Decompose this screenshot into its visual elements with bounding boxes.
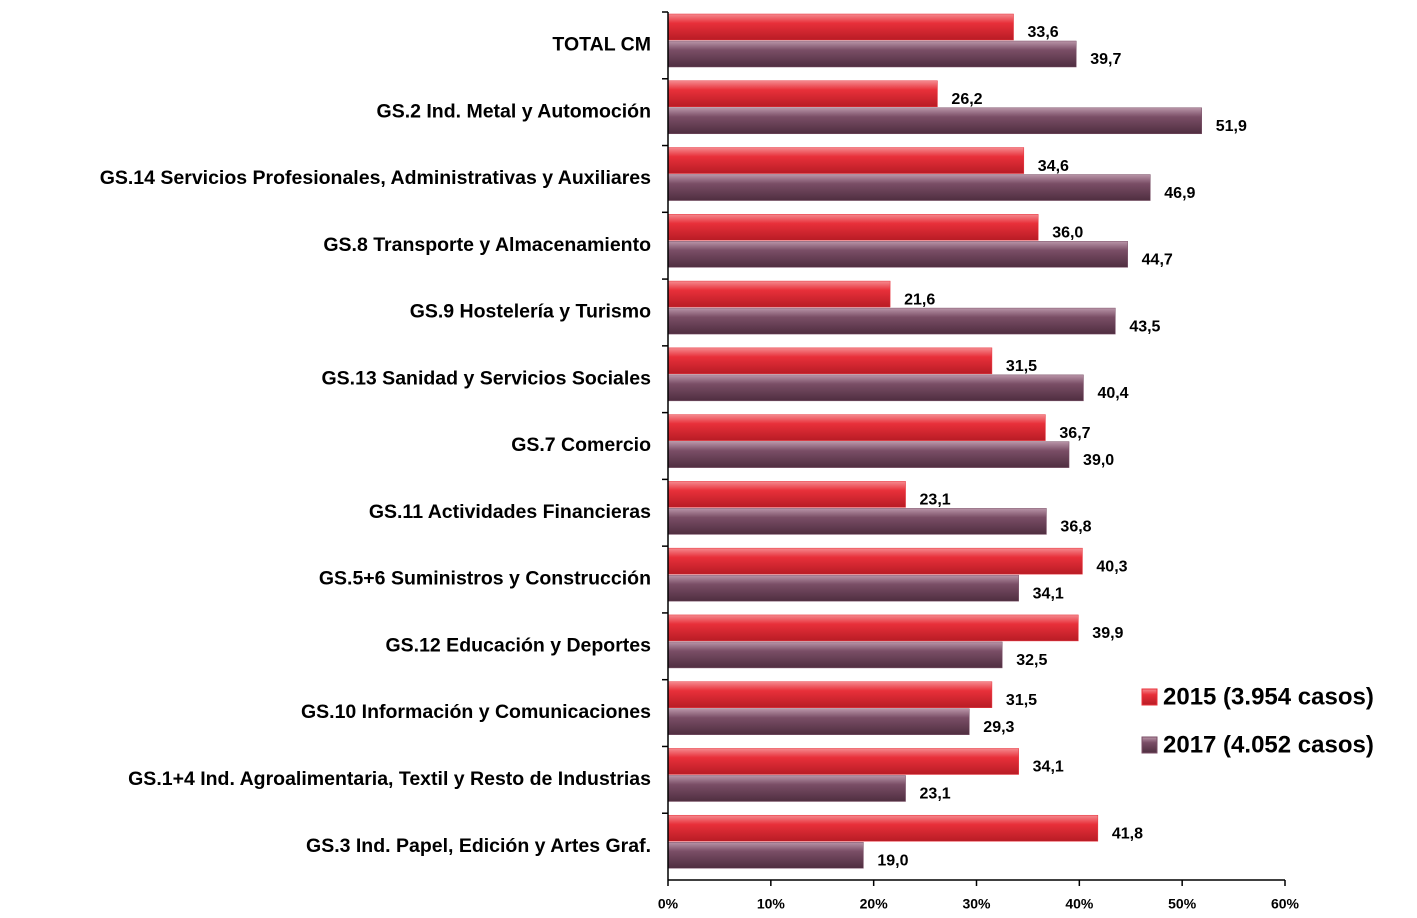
value-label: 23,1 [920, 786, 951, 803]
value-label: 21,6 [904, 291, 935, 308]
bar [667, 40, 1077, 68]
value-label: 23,1 [920, 492, 951, 509]
value-label: 34,1 [1033, 759, 1064, 776]
bar [667, 374, 1084, 402]
value-label: 31,5 [1006, 692, 1037, 709]
value-label: 51,9 [1216, 118, 1247, 135]
category-label: GS.11 Actividades Financieras [369, 501, 651, 523]
x-tick-label: 40% [1065, 896, 1094, 912]
value-label: 41,8 [1112, 825, 1143, 842]
category-label: GS.9 Hostelería y Turismo [410, 301, 651, 323]
bar [667, 241, 1128, 268]
category-label: GS.8 Transporte y Almacenamiento [323, 234, 651, 256]
bar [667, 107, 1202, 135]
value-label: 36,7 [1059, 425, 1090, 442]
x-tick-label: 60% [1271, 896, 1300, 912]
bar [667, 641, 1003, 669]
value-label: 36,8 [1060, 519, 1091, 536]
category-label: TOTAL CM [552, 34, 651, 56]
bar [667, 307, 1116, 335]
bar [667, 508, 1047, 535]
category-label: GS.7 Comercio [511, 434, 651, 456]
bar [667, 174, 1151, 201]
category-label: GS.13 Sanidad y Servicios Sociales [321, 367, 651, 389]
x-tick-label: 20% [860, 896, 889, 912]
category-label: GS.2 Ind. Metal y Automoción [377, 100, 651, 122]
category-label: GS.12 Educación y Deportes [385, 634, 651, 656]
x-tick-label: 0% [658, 896, 679, 912]
value-label: 40,3 [1096, 558, 1127, 575]
x-tick-label: 50% [1168, 896, 1197, 912]
legend-swatch [1141, 736, 1158, 754]
x-tick-label: 30% [962, 896, 991, 912]
value-label: 33,6 [1028, 24, 1059, 41]
legend-label: 2015 (3.954 casos) [1163, 683, 1374, 710]
bar [667, 775, 906, 802]
value-label: 39,0 [1083, 452, 1114, 469]
value-label: 43,5 [1129, 318, 1160, 335]
value-label: 46,9 [1164, 185, 1195, 202]
value-label: 39,7 [1090, 51, 1121, 68]
legend-label: 2017 (4.052 casos) [1163, 731, 1374, 758]
bar [667, 414, 1046, 441]
category-label: GS.5+6 Suministros y Construcción [319, 568, 651, 590]
bar [667, 441, 1070, 468]
bar [667, 748, 1019, 775]
bar [667, 280, 891, 308]
value-label: 44,7 [1142, 252, 1173, 269]
category-label: GS.3 Ind. Papel, Edición y Artes Graf. [306, 835, 651, 857]
legend-swatch [1141, 688, 1158, 706]
bar [667, 347, 993, 375]
value-label: 29,3 [983, 719, 1014, 736]
bar [667, 80, 938, 108]
bar [667, 214, 1039, 241]
bar [667, 481, 906, 508]
bar [667, 841, 864, 869]
category-label: GS.14 Servicios Profesionales, Administr… [100, 167, 651, 189]
x-tick-label: 10% [757, 896, 786, 912]
value-label: 31,5 [1006, 358, 1037, 375]
value-label: 36,0 [1052, 225, 1083, 242]
value-label: 34,1 [1033, 585, 1064, 602]
bar [667, 13, 1014, 41]
value-label: 34,6 [1038, 158, 1069, 175]
value-label: 40,4 [1097, 385, 1128, 402]
category-label: GS.10 Información y Comunicaciones [301, 701, 651, 723]
bar [667, 681, 993, 708]
value-label: 39,9 [1092, 625, 1123, 642]
bar [667, 574, 1019, 602]
bar [667, 614, 1079, 642]
bar [667, 147, 1025, 174]
value-label: 32,5 [1016, 652, 1047, 669]
bar [667, 547, 1083, 575]
bar [667, 708, 970, 735]
value-label: 19,0 [877, 852, 908, 869]
bar [667, 814, 1099, 842]
category-label: GS.1+4 Ind. Agroalimentaria, Textil y Re… [128, 768, 651, 790]
value-label: 26,2 [951, 91, 982, 108]
